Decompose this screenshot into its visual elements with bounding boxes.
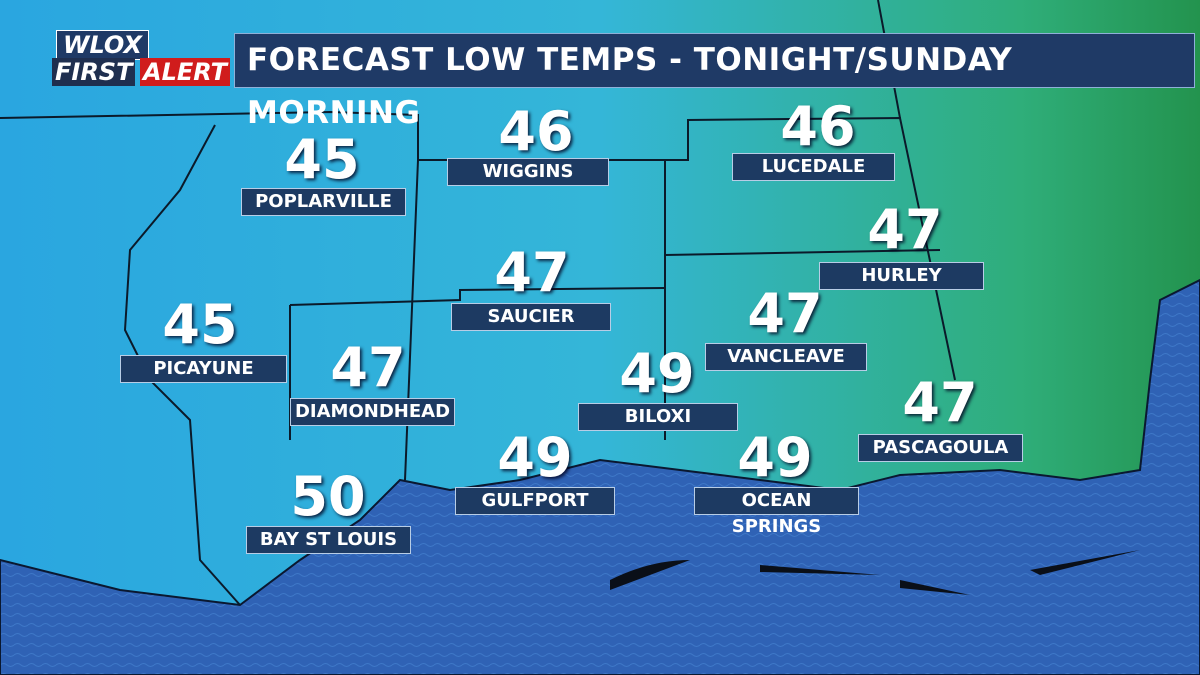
barrier-islands xyxy=(610,550,1140,595)
city-name: LUCEDALE xyxy=(732,153,895,181)
logo-station: WLOX xyxy=(56,30,149,60)
logo-first: FIRST xyxy=(52,58,136,86)
city-name: POPLARVILLE xyxy=(241,188,406,216)
city-temp: 47 xyxy=(747,282,823,345)
gulf-water xyxy=(0,278,1200,675)
city-temp: 47 xyxy=(330,336,406,399)
city-name: PICAYUNE xyxy=(120,355,287,383)
city-temp: 45 xyxy=(162,293,238,356)
logo-alert: ALERT xyxy=(140,58,231,86)
city-name: WIGGINS xyxy=(447,158,609,186)
title: FORECAST LOW TEMPS - TONIGHT/SUNDAY MORN… xyxy=(234,33,1195,131)
city-name: BILOXI xyxy=(578,403,738,431)
city-temp: 47 xyxy=(867,198,943,261)
city-name: SAUCIER xyxy=(451,303,611,331)
city-temp: 49 xyxy=(497,426,573,489)
city-temp: 46 xyxy=(780,95,856,158)
city-temp: 47 xyxy=(494,241,570,304)
city-name: HURLEY xyxy=(819,262,984,290)
city-name: PASCAGOULA xyxy=(858,434,1023,462)
station-logo: WLOX FIRST ALERT xyxy=(52,30,231,86)
city-name: DIAMONDHEAD xyxy=(290,398,455,426)
city-temp: 49 xyxy=(737,426,813,489)
city-name: VANCLEAVE xyxy=(705,343,867,371)
city-name: GULFPORT xyxy=(455,487,615,515)
city-temp: 49 xyxy=(619,342,695,405)
city-temp: 46 xyxy=(498,100,574,163)
city-temp: 47 xyxy=(902,371,978,434)
city-temp: 45 xyxy=(284,128,360,191)
city-temp: 50 xyxy=(290,465,366,528)
city-name: BAY ST LOUIS xyxy=(246,526,411,554)
city-name: OCEAN SPRINGS xyxy=(694,487,859,537)
